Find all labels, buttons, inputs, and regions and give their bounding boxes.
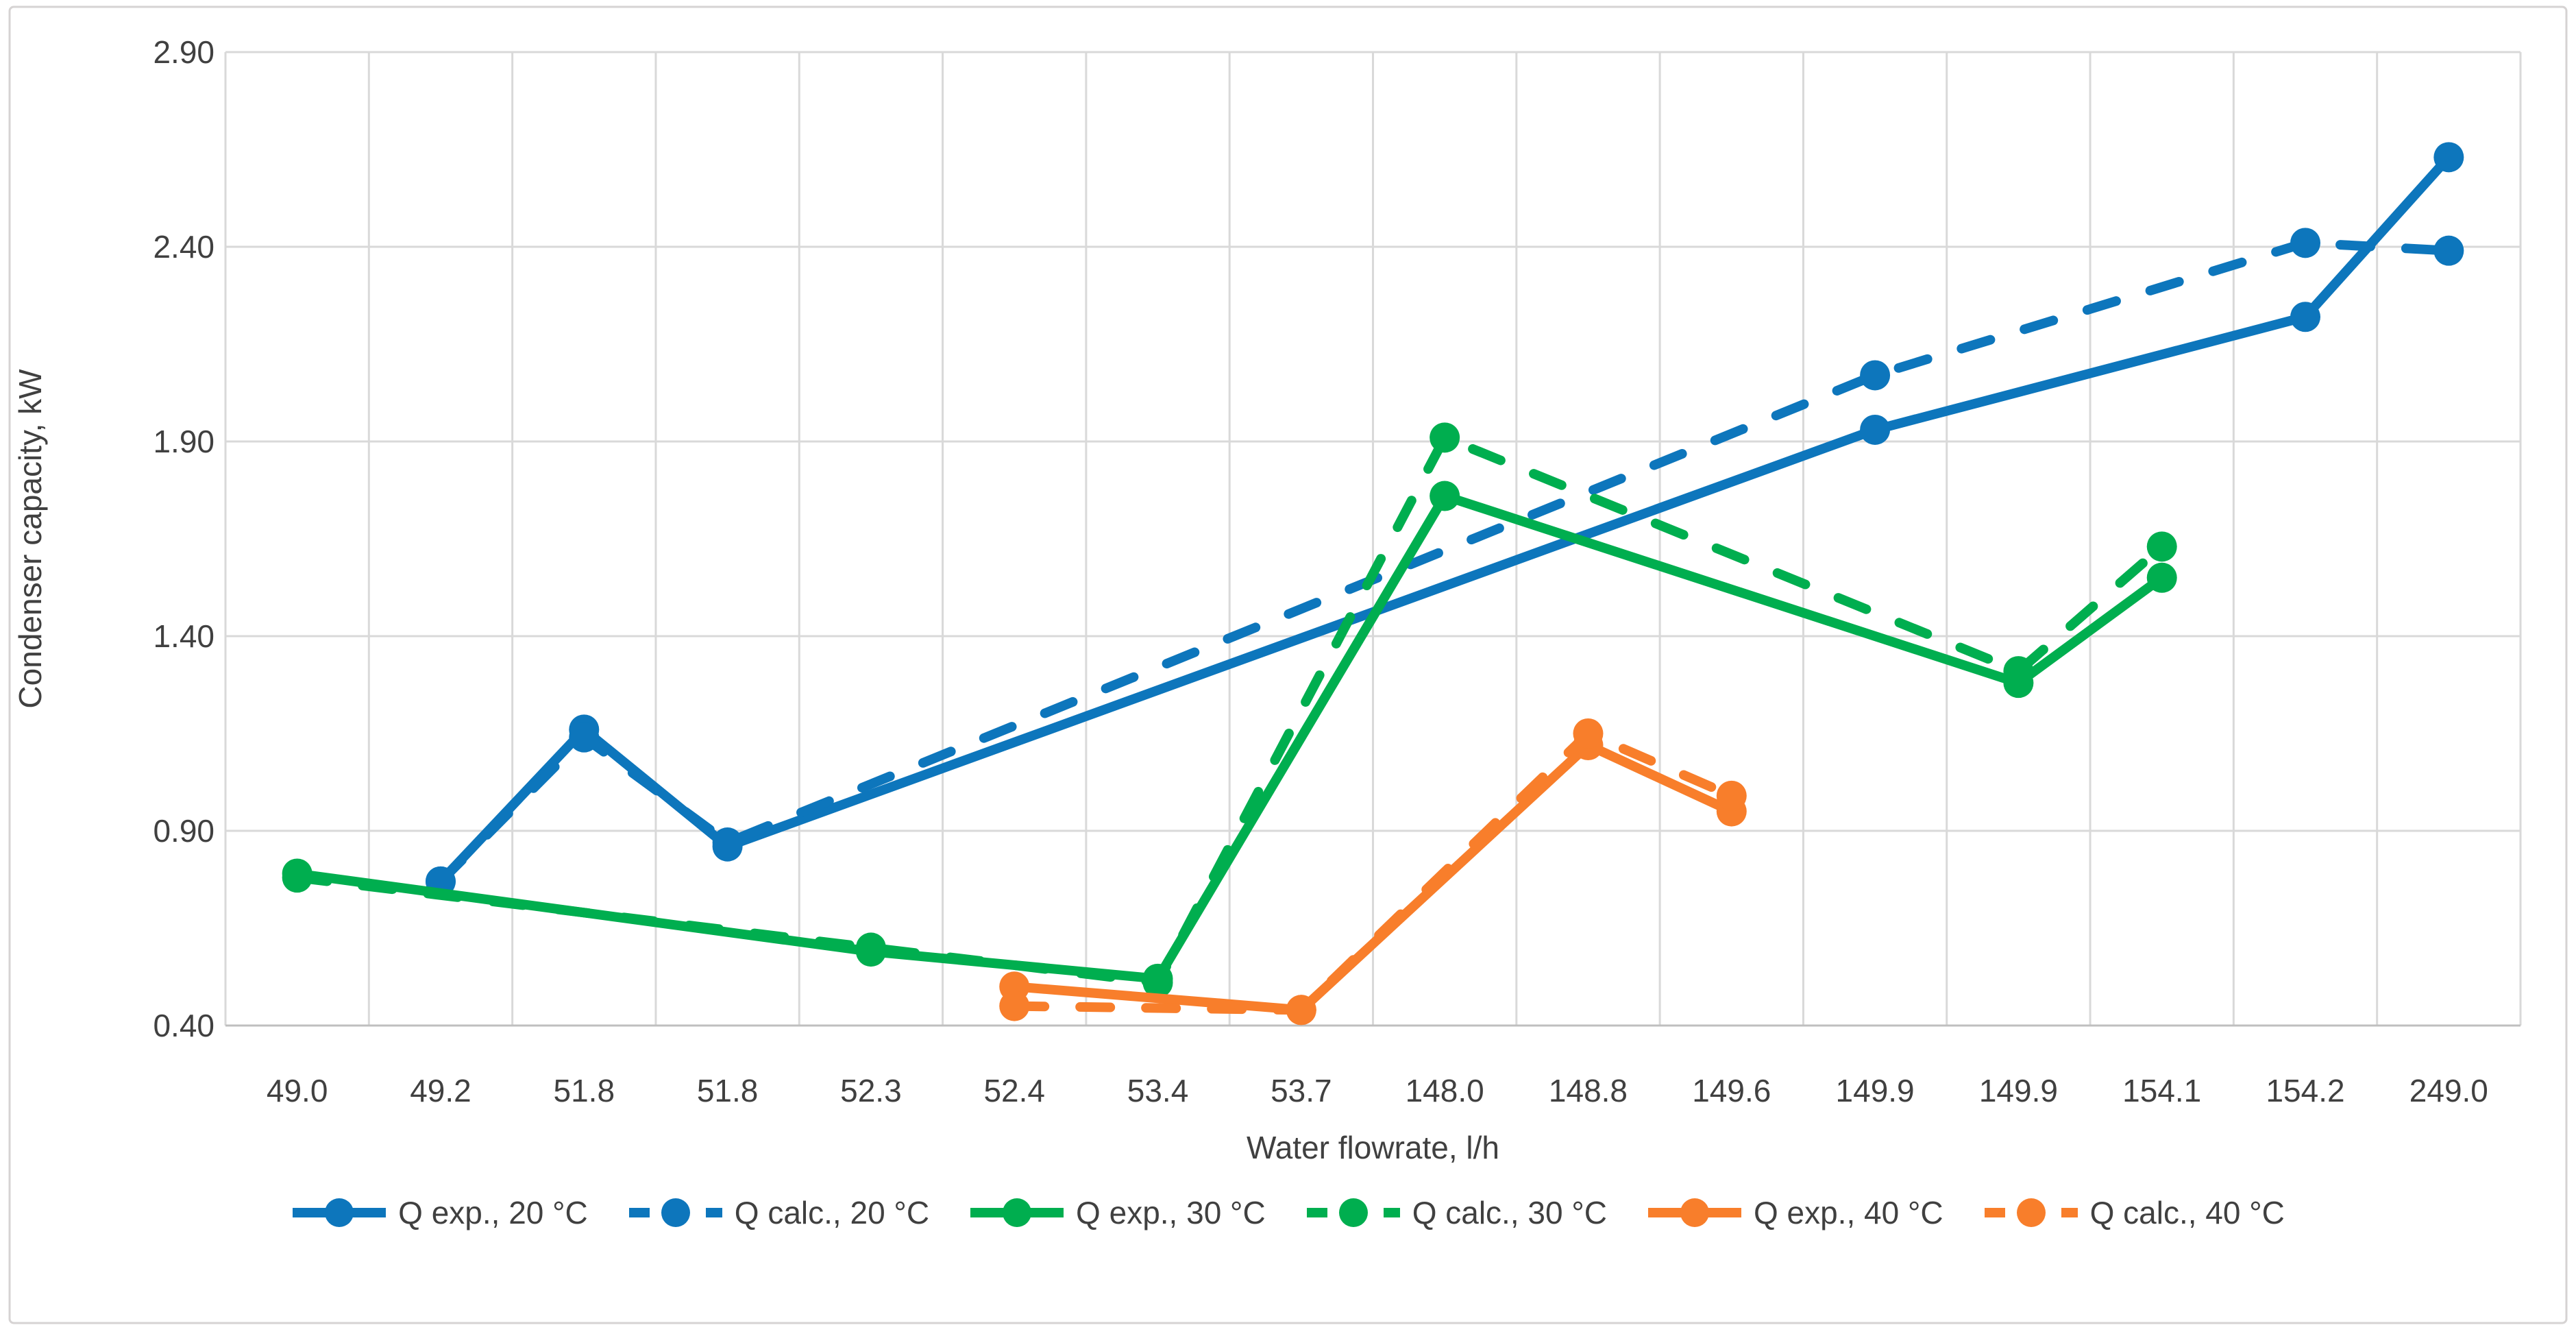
y-axis-title: Condenser capacity, kW (12, 369, 48, 709)
y-tick-label: 0.90 (153, 813, 214, 849)
legend-item: Q calc., 20 °C (628, 1194, 929, 1231)
data-point-marker (2433, 235, 2464, 266)
x-tick-label: 149.9 (1979, 1073, 2058, 1108)
data-point-marker (2290, 302, 2321, 332)
gridlines (224, 51, 2522, 1027)
data-point-marker (1860, 360, 1891, 391)
x-tick-label: 51.8 (697, 1073, 759, 1108)
legend-item: Q calc., 30 °C (1305, 1194, 1607, 1231)
series-q-exp-20-c (425, 142, 2464, 897)
legend-solid-line-marker-icon (1647, 1198, 1741, 1227)
legend-label: Q exp., 40 °C (1753, 1195, 1943, 1230)
x-tick-label: 154.2 (2266, 1073, 2344, 1108)
x-tick-label: 148.0 (1406, 1073, 1484, 1108)
data-point-marker (1573, 718, 1604, 749)
data-point-marker (712, 827, 743, 858)
series-q-calc-40-c (999, 718, 1747, 1026)
data-point-marker (2146, 531, 2177, 562)
data-point-marker (569, 722, 600, 753)
x-tick-label: 52.3 (840, 1073, 902, 1108)
legend-label: Q exp., 20 °C (398, 1195, 588, 1230)
legend-label: Q calc., 30 °C (1412, 1195, 1607, 1230)
x-tick-label: 52.4 (983, 1073, 1045, 1108)
y-tick-label: 2.40 (153, 229, 214, 265)
series-line-dashed (1009, 729, 1737, 1015)
legend-item: Q exp., 40 °C (1647, 1194, 1943, 1231)
series-line-dashed (436, 238, 2454, 886)
series-q-calc-20-c (425, 228, 2464, 897)
x-tick-label: 53.4 (1127, 1073, 1189, 1108)
x-axis-tick-labels: 49.0 49.2 51.8 51.8 52.3 52.4 53.4 53.7 148.0 148… (267, 1073, 2488, 1108)
series-q-calc-30-c (282, 422, 2177, 998)
chart-legend: Q exp., 20 °C Q calc., 20 °C Q exp., 30 °C… (0, 1194, 2576, 1231)
legend-solid-line-marker-icon (293, 1198, 387, 1227)
data-point-marker (2433, 142, 2464, 173)
data-point-marker (1430, 481, 1460, 511)
x-tick-label: 53.7 (1271, 1073, 1332, 1108)
legend-item: Q exp., 30 °C (969, 1194, 1266, 1231)
data-point-marker (2146, 562, 2177, 593)
y-tick-label: 0.40 (153, 1008, 214, 1043)
y-tick-label: 1.90 (153, 424, 214, 459)
x-tick-label: 148.8 (1549, 1073, 1628, 1108)
series-line-dashed (292, 433, 2167, 988)
data-point-marker (855, 932, 886, 963)
data-point-marker (2290, 228, 2321, 258)
y-tick-label: 2.90 (153, 34, 214, 70)
legend-item: Q exp., 20 °C (291, 1194, 588, 1231)
legend-solid-line-marker-icon (970, 1198, 1064, 1227)
legend-dashed-line-marker-icon (1306, 1198, 1400, 1227)
series-line-solid (436, 152, 2454, 886)
legend-dashed-line-marker-icon (628, 1198, 722, 1227)
data-point-marker (282, 862, 312, 893)
data-point-marker (1716, 780, 1747, 811)
figure-border (8, 5, 2568, 1324)
x-tick-label: 149.6 (1692, 1073, 1771, 1108)
x-tick-label: 249.0 (2409, 1073, 2488, 1108)
x-tick-label: 51.8 (554, 1073, 615, 1108)
legend-label: Q exp., 30 °C (1076, 1195, 1266, 1230)
legend-dashed-line-marker-icon (1984, 1198, 2078, 1227)
x-tick-label: 149.9 (1836, 1073, 1915, 1108)
data-point-marker (1286, 995, 1316, 1026)
data-point-marker (999, 991, 1030, 1021)
legend-item: Q calc., 40 °C (1983, 1194, 2285, 1231)
legend-label: Q calc., 40 °C (2089, 1195, 2285, 1230)
x-tick-label: 49.2 (410, 1073, 471, 1108)
x-tick-label: 154.1 (2122, 1073, 2201, 1108)
legend-label: Q calc., 20 °C (734, 1195, 930, 1230)
y-axis-tick-labels: 0.40 0.90 1.40 1.90 2.40 2.90 (153, 34, 214, 1043)
data-point-marker (1142, 967, 1173, 998)
x-axis-title: Water flowrate, l/h (1247, 1130, 1499, 1165)
y-tick-label: 1.40 (153, 618, 214, 654)
data-point-marker (1430, 422, 1460, 453)
x-tick-label: 49.0 (267, 1073, 328, 1108)
data-point-marker (1860, 414, 1891, 445)
data-point-marker (2003, 656, 2034, 687)
